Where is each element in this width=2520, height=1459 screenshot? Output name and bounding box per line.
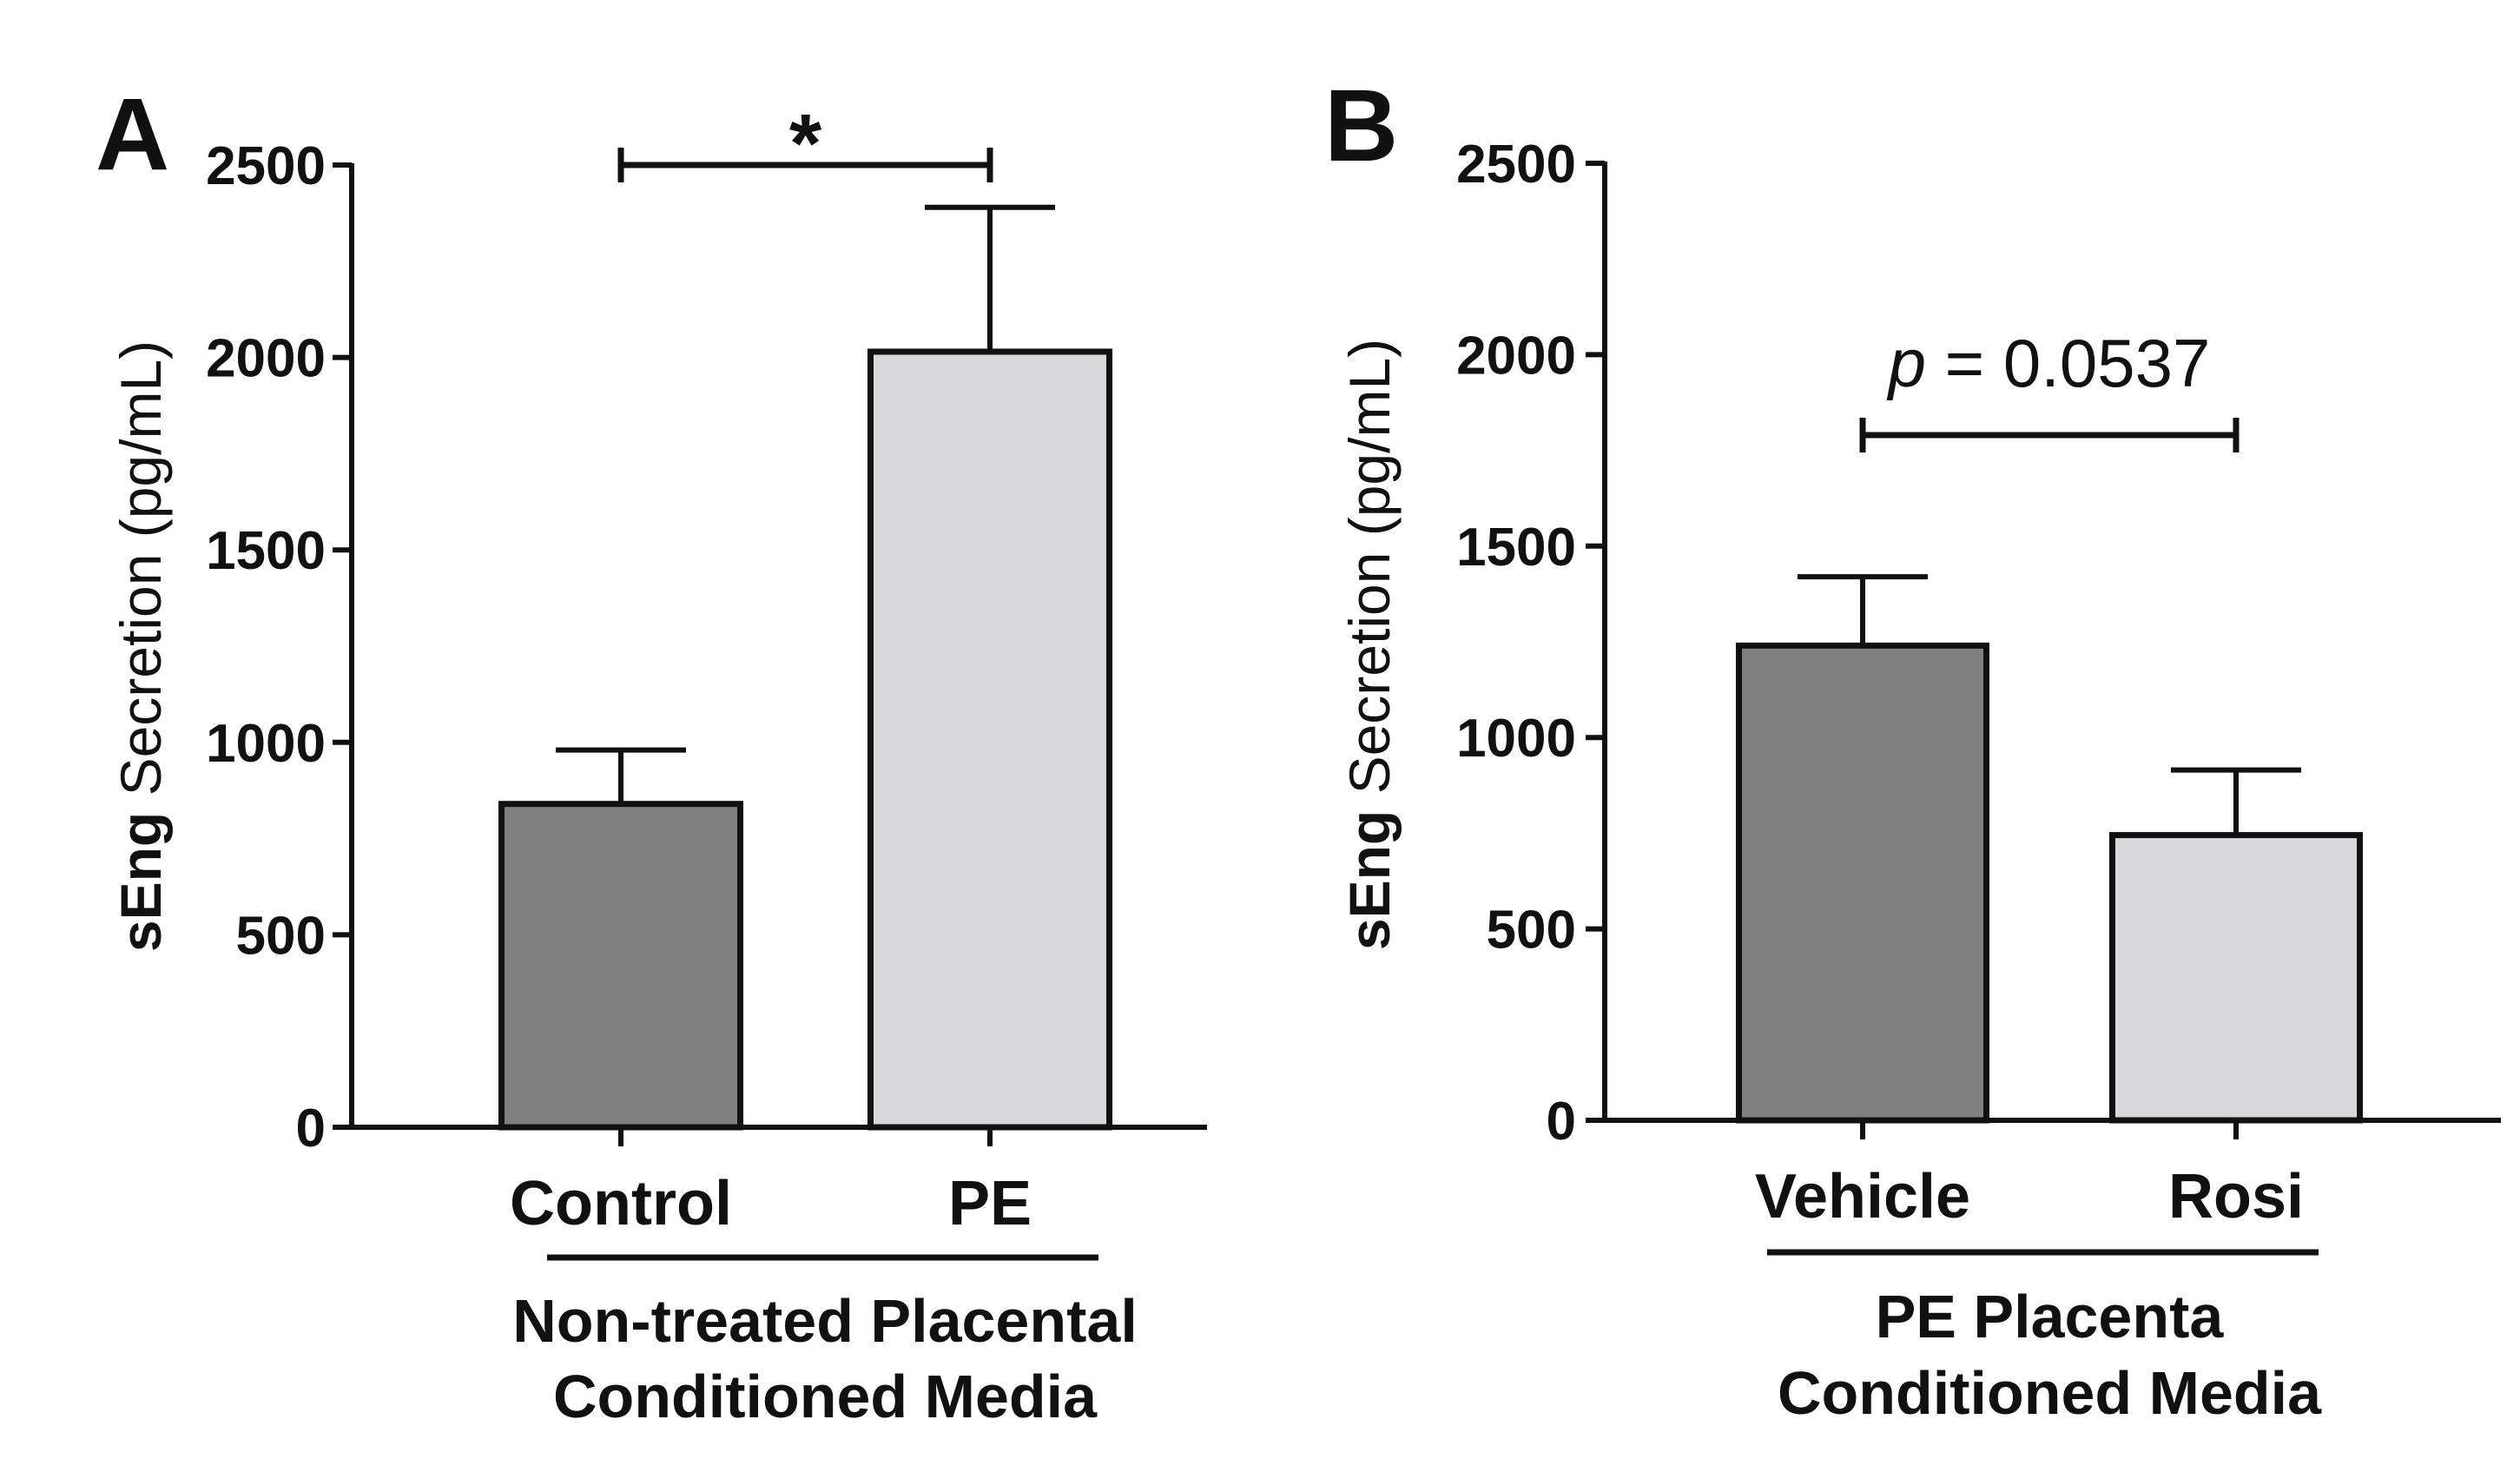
panel-a-y-axis-label: sEng Secretion (pg/mL): [109, 340, 173, 952]
panel-b: B 0 500 1000 1500 2000 2500 sEng Secretion (pg/…: [1324, 69, 2501, 1427]
panel-a-bar-pe: [867, 348, 1112, 1131]
panel-b-y-axis-label: sEng Secretion (pg/mL): [1337, 339, 1402, 950]
panel-b-bar-rosi: [2109, 832, 2363, 1124]
panel-b-y-axis-label-rest: Secretion (pg/mL): [1337, 339, 1402, 810]
panel-b-group-label-line-1: PE Placenta: [1876, 1283, 2225, 1350]
panel-a-letter: A: [96, 77, 169, 192]
panel-b-bar-vehicle: [1736, 642, 1989, 1124]
panel-b-category-label-vehicle: Vehicle: [1755, 1162, 1970, 1231]
panel-a-bar-control: [498, 801, 743, 1131]
panel-a-sig-label: *: [789, 97, 822, 190]
panel-a-y-tick-label: 1000: [206, 714, 326, 774]
panel-b-y-axis-label-bold: sEng: [1337, 810, 1402, 950]
panel-b-group-label-line-2: Conditioned Media: [1778, 1359, 2322, 1427]
panel-b-y-tick-label: 500: [1487, 901, 1576, 961]
panel-b-y-tick-label: 1000: [1456, 709, 1576, 769]
panel-b-sig-label-p: p: [1887, 325, 1926, 401]
panel-a-y-axis-label-rest: Secretion (pg/mL): [109, 340, 173, 812]
panel-a-y-tick-label: 0: [296, 1099, 326, 1159]
panel-b-sig-label-value: = 0.0537: [1926, 325, 2210, 401]
panel-a-y-axis-label-bold: sEng: [109, 812, 173, 952]
panel-a-y-tick-label: 2000: [206, 329, 326, 389]
panel-b-letter: B: [1324, 69, 1398, 183]
panel-a-y-tick-label: 1500: [206, 521, 326, 581]
panel-b-y-tick-label: 1500: [1456, 518, 1576, 578]
panel-b-y-tick-label: 2000: [1456, 326, 1576, 386]
panel-b-sig-label: p = 0.0537: [1887, 325, 2211, 401]
panel-a-y-tick-label: 2500: [206, 136, 326, 196]
panel-a-category-label-pe: PE: [948, 1169, 1032, 1238]
panel-b-category-label-rosi: Rosi: [2168, 1162, 2304, 1231]
panel-a-y-tick-label: 500: [236, 906, 326, 966]
panel-a: A 0 500 1000 1500 2000 2500 sEng Secretion (pg/…: [96, 77, 1207, 1430]
panel-b-y-tick-label: 0: [1547, 1092, 1576, 1152]
panel-b-y-tick-label: 2500: [1456, 135, 1576, 195]
panel-a-group-label-line-1: Non-treated Placental: [512, 1287, 1138, 1355]
panel-a-group-label-line-2: Conditioned Media: [553, 1363, 1098, 1430]
panel-a-category-label-control: Control: [510, 1169, 732, 1238]
